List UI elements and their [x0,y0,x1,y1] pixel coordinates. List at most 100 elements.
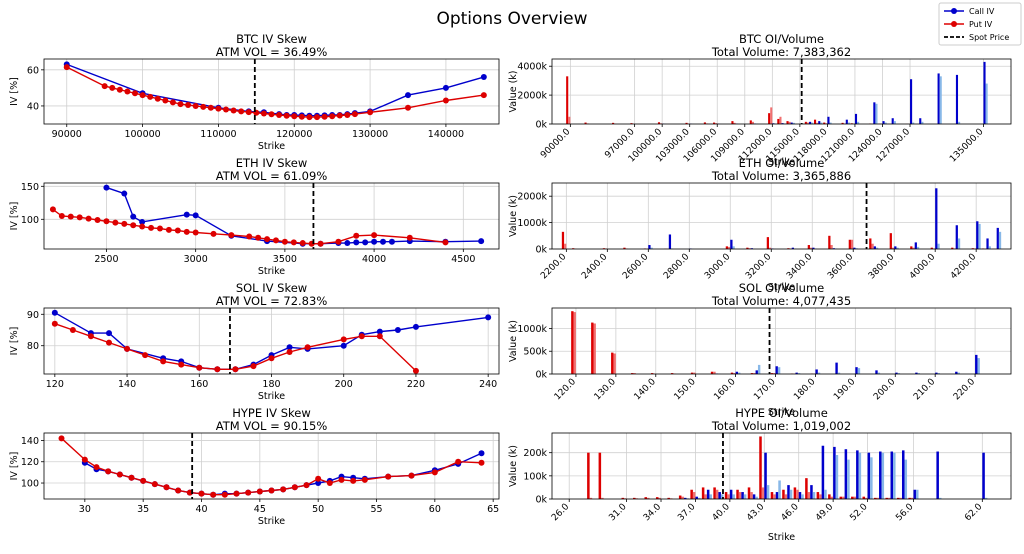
eth-skew-put-point [156,225,163,232]
sol-skew-put-point [358,333,365,340]
eth-oi-bar-put [766,237,769,249]
hype-oi-title: HYPE OI/Volume [735,406,828,420]
sol-skew-put-point [69,327,76,333]
eth-skew-frame [43,182,500,250]
btc-oi-bar-put-vol [806,122,810,124]
hype-skew-x-tick-label: 35 [137,504,149,515]
btc-oi-bar-put-vol [733,122,736,124]
hype-skew-put-point [163,484,170,491]
hype-oi-bar-call [775,492,779,499]
btc-oi-bar-put-vol [816,122,819,124]
legend-box [938,2,1022,46]
eth-oi-subtitle: Total Volume: 3,365,886 [711,169,851,183]
sol-skew-call-point [485,314,492,321]
sol-oi-y-axis-label: Value (k) [508,320,519,362]
btc-oi-bar-call-vol [875,103,878,124]
eth-oi-bar-call-vol [732,246,735,249]
hype-oi-bar-put-vol [910,497,914,499]
hype-skew-x-tick-label: 50 [312,504,324,515]
eth-skew-y-axis-label: IV [%] [9,202,20,231]
btc-oi-bar-put [584,122,587,124]
hype-oi-bar-call-vol [904,459,908,499]
hype-oi-bar-put-vol [819,494,822,499]
btc-skew-put-point [367,109,374,116]
eth-oi-bar-put-vol [728,246,731,249]
hype-oi-bar-put-vol [647,497,650,499]
eth-skew-put-point [58,213,65,219]
eth-skew-x-tick-label: 3500 [273,254,297,265]
eth-oi-x-tick-label: 3400.0 [785,252,815,282]
hype-skew-put-point [210,491,217,498]
hype-oi-bar-call-vol [789,489,793,499]
btc-skew-y-tick-label: 60 [27,65,39,76]
hype-oi-bar-put [667,497,670,499]
hype-skew-put-point [350,477,357,484]
eth-skew-put-point [317,240,324,247]
sol-skew-put-point [250,363,257,370]
btc-oi-x-tick-label: 90000.0 [539,127,573,161]
eth-skew-put-point [442,239,449,246]
btc-skew-put-point [101,83,108,90]
sol-skew-x-axis-label: Strike [258,391,285,402]
sol-oi-x-tick-label: 160.0 [712,377,737,402]
sol-skew-put-point [124,345,131,352]
eth-oi-bar-call-vol [957,238,961,249]
sol-oi-x-axis-label: Strike [768,407,795,418]
sol-oi-bar-put [571,311,574,374]
eth-oi-x-tick-label: 4000.0 [908,252,938,282]
hype-skew-call-point [478,450,485,457]
sol-oi-subtitle: Total Volume: 4,077,435 [711,294,851,308]
hype-oi-x-tick-label: 34.0 [642,502,663,523]
eth-skew-call-point [353,239,360,246]
eth-skew-x-axis-label: Strike [258,266,285,277]
sol-skew-put-point [196,364,203,371]
sol-oi-bar-call [915,372,918,374]
btc-oi-bar-call [919,118,922,124]
hype-skew-put-point [431,469,438,476]
sol-oi-bar-call [895,372,898,374]
hype-skew-put-point [198,490,205,497]
btc-oi-bar-call [781,123,784,124]
hype-skew-x-tick-label: 55 [370,504,382,515]
btc-oi-bar-put [713,122,716,124]
hype-skew-put-point [105,468,112,475]
hype-oi-bar-put [724,492,728,499]
hype-skew-put-point [175,487,182,494]
hype-oi-bar-call [741,492,744,499]
hype-skew-put-point [478,459,485,466]
sol-skew-put-point [106,339,112,346]
btc-skew-put-point [306,114,313,121]
eth-skew-call-point [371,238,378,245]
btc-skew-put-point [230,107,237,114]
hype-skew-put-point [268,487,275,494]
eth-oi-bar-call-vol [998,231,1002,249]
hype-oi-bar-put [885,497,888,499]
sol-skew-put-point [87,333,94,340]
sol-skew-call-point [394,327,401,333]
eth-oi-bar-call-vol [988,246,991,249]
eth-oi-bar-put-vol [891,247,895,249]
eth-skew-y-tick-label: 150 [21,182,39,193]
btc-oi-bar-call [882,121,885,124]
hype-oi-bar-put-vol [601,497,604,499]
eth-oi-bar-put [910,246,913,249]
legend: Call IV Put IV Spot Price [938,2,1022,46]
hype-skew-subtitle: ATM VOL = 90.15% [216,419,328,433]
btc-oi-bar-put [841,122,844,124]
hype-oi-bar-put [862,496,866,499]
hype-oi-bar-call-vol [870,457,873,499]
hype-skew-put-point [233,490,240,497]
btc-oi-bar-call [827,116,830,124]
btc-skew-call-point [442,84,449,91]
hype-oi-bar-call [683,497,687,499]
hype-oi-bar-put [701,487,705,499]
btc-oi-bar-call [818,121,821,124]
sol-oi-y-tick-label: 500k [523,347,547,358]
hype-oi-bar-call-vol [938,497,942,499]
sol-skew-plot-area [51,309,492,374]
btc-oi-bar-put [823,122,826,124]
hype-oi-bar-put [896,497,900,499]
hype-oi-bar-call [867,452,871,499]
hype-skew-call-point [315,480,322,487]
